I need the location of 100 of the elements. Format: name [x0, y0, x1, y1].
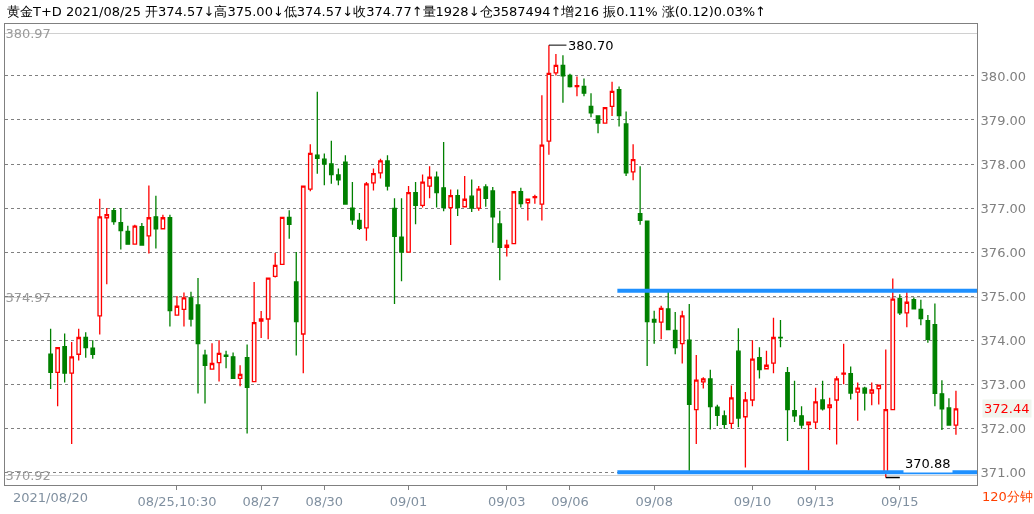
candlestick	[223, 350, 229, 369]
x-tick-label: 09/13	[796, 493, 835, 509]
annotation: 380.70	[568, 38, 614, 53]
candlestick	[651, 309, 657, 345]
candlestick	[932, 302, 938, 407]
candlestick	[939, 379, 945, 431]
candlestick	[406, 185, 411, 253]
candlestick	[813, 387, 818, 430]
candlestick	[420, 173, 425, 209]
candlestick	[399, 197, 404, 282]
candlestick	[588, 92, 594, 118]
annotation: 370.88	[905, 456, 951, 471]
candlestick	[672, 311, 678, 355]
candlestick	[209, 342, 215, 370]
candlestick	[553, 53, 559, 77]
candlestick	[946, 397, 952, 427]
y2-tick-label: 380.97	[5, 25, 51, 41]
candlestick	[595, 115, 601, 134]
candlestick	[441, 141, 446, 212]
candlestick	[637, 165, 643, 226]
candlestick	[925, 314, 931, 344]
candlestick	[279, 216, 285, 266]
x-tick-label: 09/03	[488, 493, 526, 509]
x-tick-label: 09/10	[733, 493, 772, 509]
candlestick	[378, 158, 383, 180]
candlestick	[764, 350, 769, 370]
candlestick	[195, 277, 201, 395]
candlestick	[55, 346, 60, 407]
candlestick	[806, 421, 811, 472]
candlestick	[785, 366, 790, 442]
y-tick-label: 373.00	[980, 376, 1027, 392]
candlestick	[778, 319, 783, 348]
candlestick	[293, 251, 299, 357]
chart-title: 黄金T+D 2021/08/25 开374.57↓高375.00↓低374.57↓收374.77↑量1928↓仓3587494↑增216 振0.11% 涨(0.12)0.03%↑	[7, 4, 766, 19]
x-tick-label: 2021/08/20	[13, 490, 88, 505]
candlestick	[314, 91, 320, 175]
y-tick-label: 380.00	[980, 68, 1027, 84]
candlestick	[721, 409, 727, 430]
candlestick	[146, 184, 152, 255]
candlestick	[848, 365, 854, 401]
y-tick-label: 375.00	[980, 288, 1027, 304]
candlestick	[897, 293, 903, 316]
x-tick-label: 09/06	[551, 493, 589, 509]
y2-tick-label: 370.92	[5, 468, 51, 484]
candlestick	[83, 331, 89, 359]
candlestick	[771, 317, 776, 374]
candlestick	[876, 384, 882, 406]
x-tick-label: 08/25,10:30	[137, 493, 217, 509]
candlestick	[392, 197, 397, 305]
candlestick	[125, 225, 131, 245]
candlestick	[743, 391, 748, 469]
candlestick	[328, 140, 334, 185]
candlestick	[48, 328, 53, 390]
candlestick	[244, 343, 250, 435]
candlestick	[237, 364, 243, 388]
x-tick-label: 09/08	[635, 493, 673, 509]
candlestick	[307, 143, 313, 192]
x-tick-label: 09/15	[881, 493, 919, 509]
candlestick	[623, 110, 629, 177]
candlestick	[132, 224, 138, 245]
candlestick	[343, 154, 348, 205]
candlestick	[581, 77, 587, 97]
candlestick	[455, 188, 461, 217]
y-tick-label: 371.00	[980, 464, 1027, 480]
candlestick	[686, 303, 692, 473]
candlestick	[609, 81, 615, 117]
candlestick	[679, 309, 685, 365]
candlestick	[97, 198, 103, 336]
candlestick	[658, 305, 664, 340]
candlestick	[539, 94, 545, 222]
candlestick	[76, 328, 82, 362]
candlestick	[62, 332, 68, 384]
candlestick	[104, 207, 110, 285]
candlestick	[525, 198, 531, 222]
candlestick	[883, 348, 889, 479]
candlestick	[258, 310, 264, 339]
candlestick	[413, 181, 418, 225]
x-tick-label: 08/27	[242, 493, 280, 509]
y2-tick-label: 374.97	[5, 289, 51, 305]
candlestick	[202, 349, 208, 405]
text: 120分钟	[982, 489, 1033, 504]
candlestick	[707, 368, 713, 431]
candlestick	[714, 404, 720, 427]
candlestick	[869, 381, 875, 406]
text: 372.44	[984, 401, 1030, 416]
candlestick	[174, 295, 180, 316]
candlestick	[918, 298, 924, 326]
x-tick-label: 08/30	[305, 493, 344, 509]
candlestick	[665, 290, 671, 331]
candlestick	[862, 386, 868, 412]
candlestick	[216, 339, 222, 383]
candlestick	[357, 212, 362, 231]
candlestick	[321, 152, 327, 186]
y-tick-label: 377.00	[980, 200, 1027, 216]
y-tick-label: 372.00	[980, 420, 1027, 436]
candlestick	[700, 376, 706, 390]
candlestick	[504, 239, 510, 258]
candlestick	[693, 354, 699, 445]
candlestick	[188, 291, 194, 328]
candlestick	[371, 167, 376, 192]
